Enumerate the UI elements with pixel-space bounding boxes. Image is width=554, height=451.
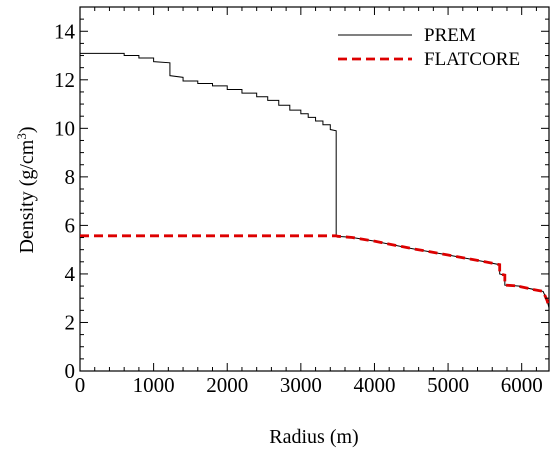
legend-label-flatcore: FLATCORE <box>424 49 520 70</box>
legend-label-prem: PREM <box>424 25 476 46</box>
y-tick-label: 0 <box>65 359 76 383</box>
series-line-prem <box>80 52 549 309</box>
x-tick-label: 6000 <box>501 373 543 397</box>
y-tick-label: 12 <box>54 68 75 92</box>
x-tick-label: 3000 <box>280 373 322 397</box>
y-tick-label: 14 <box>54 19 76 43</box>
y-tick-label: 4 <box>65 262 76 286</box>
x-tick-label: 2000 <box>206 373 248 397</box>
series-line-flatcore <box>80 234 549 309</box>
x-tick-label: 4000 <box>353 373 395 397</box>
y-tick-label: 8 <box>65 165 76 189</box>
y-tick-label: 2 <box>65 310 76 334</box>
x-tick-label: 1000 <box>133 373 175 397</box>
x-axis-label: Radius (m) <box>269 426 358 448</box>
ticks-layer: 0 1000 2000 3000 4000 5000 6000 0 2 4 6 8 10 12 14 <box>54 7 549 397</box>
y-axis-label: Density (g/cm3) <box>14 126 38 253</box>
legend: PREM FLATCORE <box>338 25 520 70</box>
x-tick-label: 5000 <box>427 373 469 397</box>
y-tick-label: 6 <box>65 213 76 237</box>
series-layer <box>80 52 549 309</box>
y-tick-label: 10 <box>54 116 75 140</box>
x-tick-label: 0 <box>75 373 86 397</box>
